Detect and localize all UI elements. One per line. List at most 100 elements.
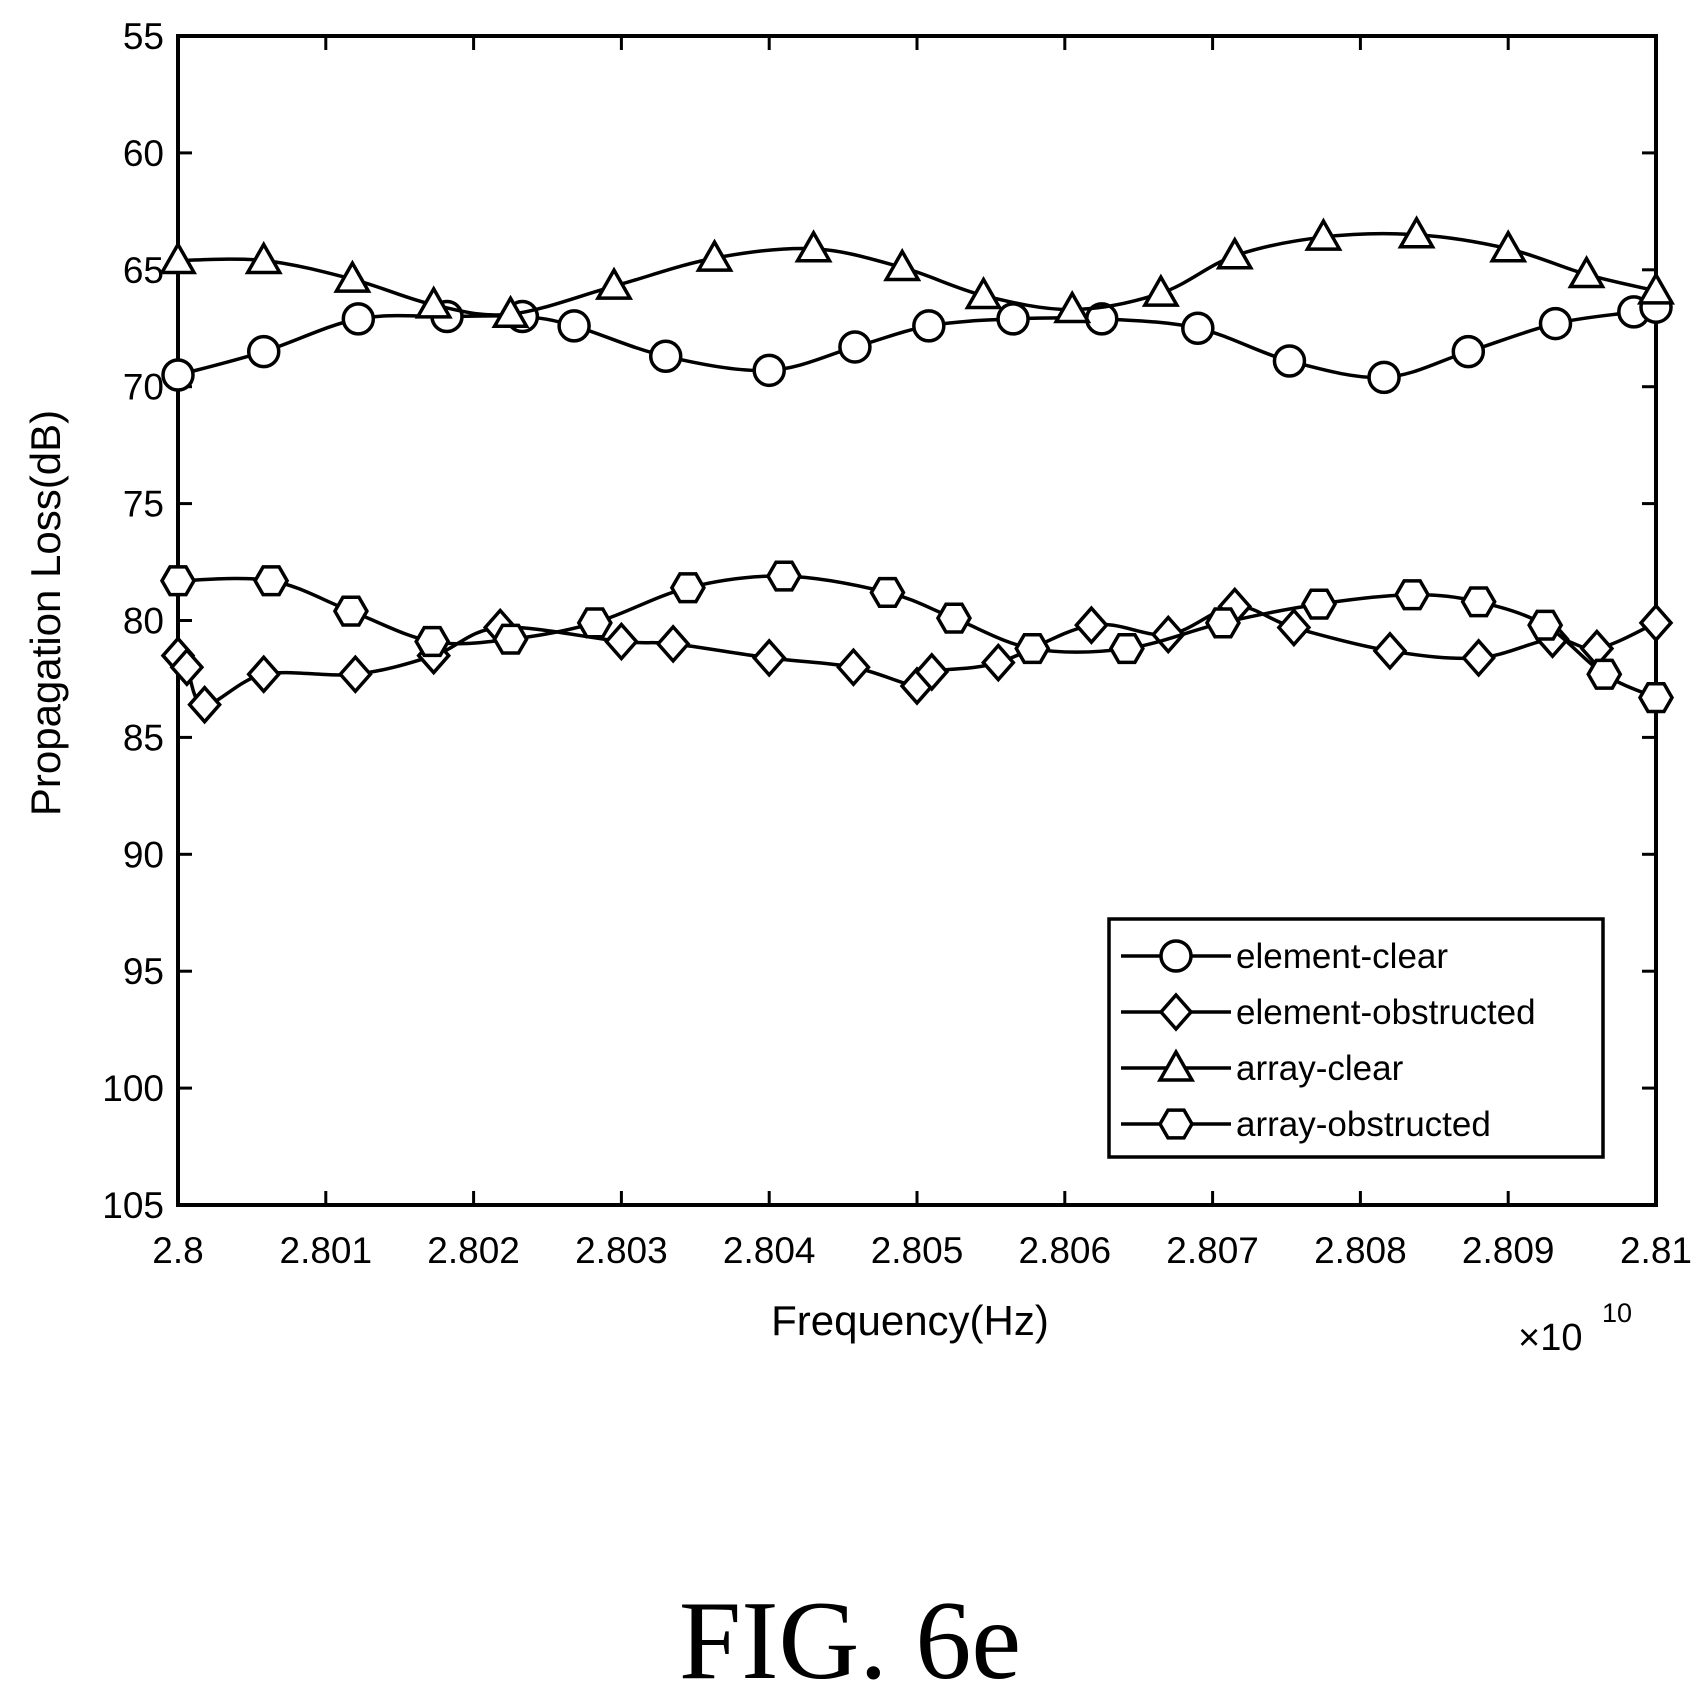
x-tick-label: 2.808 — [1314, 1230, 1407, 1271]
data-point-element-obstructed — [246, 654, 282, 694]
data-point-array-clear — [158, 240, 198, 275]
legend-item-array-obstructed: array-obstructed — [1121, 1105, 1491, 1144]
data-point-element-obstructed — [169, 647, 205, 687]
x-tick-label: 2.806 — [1019, 1230, 1112, 1271]
y-tick-label: 55 — [123, 16, 164, 57]
data-point-element-clear — [1451, 334, 1486, 369]
legend: element-clear element-obstructed array-cle… — [1107, 917, 1605, 1159]
data-point-element-clear — [161, 358, 195, 392]
data-point-element-clear — [246, 334, 281, 369]
data-point-array-clear — [1567, 254, 1606, 289]
data-point-array-clear — [1397, 215, 1436, 249]
x-tick-label: 2.802 — [427, 1230, 520, 1271]
data-point-array-obstructed — [1108, 632, 1145, 665]
series-element-clear — [161, 290, 1673, 395]
data-point-element-clear — [996, 302, 1030, 336]
data-point-element-obstructed — [1461, 638, 1496, 678]
y-tick-label: 70 — [123, 367, 164, 408]
legend-marker-hexagon — [1157, 1108, 1195, 1140]
legend-label: element-clear — [1236, 937, 1448, 976]
data-point-array-obstructed — [669, 572, 706, 604]
data-point-array-obstructed — [1014, 632, 1051, 665]
series-array-clear — [158, 215, 1676, 328]
data-point-array-clear — [695, 238, 734, 272]
y-tick-label: 80 — [123, 601, 164, 642]
data-point-element-obstructed — [1150, 614, 1186, 655]
data-point-element-obstructed — [187, 685, 222, 725]
data-point-element-clear — [752, 353, 786, 388]
data-point-array-obstructed — [332, 595, 369, 627]
data-point-element-clear — [1538, 306, 1573, 341]
data-point-array-obstructed — [869, 576, 906, 609]
y-tick-label: 65 — [123, 250, 164, 291]
data-point-array-obstructed — [1637, 682, 1675, 714]
data-point-element-clear — [912, 309, 946, 343]
y-tick-label: 105 — [102, 1185, 164, 1226]
data-point-array-clear — [883, 247, 922, 282]
data-point-array-obstructed — [1300, 588, 1338, 620]
y-axis: 55 60 65 70 75 80 85 90 95 100 105 — [102, 16, 1656, 1226]
data-point-element-obstructed — [655, 624, 691, 664]
data-point-element-obstructed — [836, 647, 871, 687]
x-axis-label: Frequency(Hz) — [771, 1297, 1049, 1344]
data-point-array-clear — [1215, 236, 1254, 270]
data-point-array-obstructed — [765, 560, 803, 592]
x-tick-label: 2.803 — [575, 1230, 668, 1271]
data-point-array-clear — [491, 294, 530, 328]
x-tick-label: 2.81 — [1620, 1230, 1692, 1271]
y-tick-label: 90 — [123, 834, 164, 875]
data-point-array-obstructed — [253, 565, 290, 597]
data-point-array-clear — [1636, 271, 1676, 305]
data-point-element-obstructed — [1074, 605, 1109, 645]
y-tick-label: 85 — [123, 717, 164, 758]
legend-label: array-clear — [1236, 1049, 1404, 1088]
data-point-element-clear — [648, 339, 683, 374]
series-element-obstructed — [160, 586, 1674, 725]
data-point-element-clear — [1367, 360, 1401, 395]
x-axis: 2.8 2.801 2.802 2.803 2.804 2.805 2.806 2.807 2.… — [152, 36, 1692, 1271]
data-point-element-obstructed — [751, 638, 787, 678]
data-point-array-clear — [1053, 290, 1092, 324]
legend-marker-triangle — [1156, 1048, 1196, 1082]
data-point-element-clear — [838, 330, 872, 364]
legend-marker-diamond — [1158, 992, 1194, 1032]
data-point-array-obstructed — [159, 565, 197, 597]
y-tick-label: 60 — [123, 133, 164, 174]
data-point-element-clear — [1272, 344, 1307, 378]
data-point-array-clear — [1489, 229, 1528, 263]
x-tick-label: 2.809 — [1462, 1230, 1555, 1271]
data-point-element-obstructed — [914, 652, 950, 692]
x-tick-label: 2.805 — [871, 1230, 964, 1271]
legend-marker-circle — [1159, 939, 1193, 973]
data-point-array-obstructed — [1527, 609, 1564, 641]
x-tick-label: 2.807 — [1166, 1230, 1259, 1271]
x-tick-label: 2.8 — [152, 1230, 203, 1271]
legend-label: element-obstructed — [1236, 993, 1536, 1032]
y-tick-label: 95 — [123, 951, 164, 992]
data-point-element-clear — [1181, 311, 1215, 345]
data-point-array-clear — [414, 285, 453, 319]
data-point-element-obstructed — [1372, 631, 1408, 671]
data-point-element-clear — [557, 309, 591, 343]
x-tick-label: 2.801 — [280, 1230, 373, 1271]
data-point-array-obstructed — [1204, 607, 1241, 639]
data-point-element-obstructed — [604, 621, 639, 662]
data-point-element-obstructed — [1276, 607, 1312, 648]
data-point-array-obstructed — [576, 607, 613, 639]
data-point-array-clear — [964, 275, 1003, 310]
data-point-array-obstructed — [1394, 579, 1431, 611]
x-tick-label: 2.804 — [723, 1230, 816, 1271]
y-tick-label: 75 — [123, 484, 164, 525]
legend-item-element-obstructed: element-obstructed — [1121, 992, 1536, 1032]
data-point-array-clear — [1304, 217, 1343, 251]
figure-caption: FIG. 6e — [678, 1579, 1022, 1703]
data-point-array-obstructed — [492, 623, 529, 655]
data-point-array-obstructed — [1586, 658, 1623, 690]
data-point-array-obstructed — [935, 602, 972, 634]
legend-item-array-clear: array-clear — [1121, 1048, 1404, 1088]
x-axis-exponent: ×10 10 — [1518, 1298, 1632, 1359]
data-point-array-clear — [594, 266, 634, 300]
y-axis-label: Propagation Loss(dB) — [22, 410, 69, 816]
data-point-array-obstructed — [414, 625, 451, 658]
